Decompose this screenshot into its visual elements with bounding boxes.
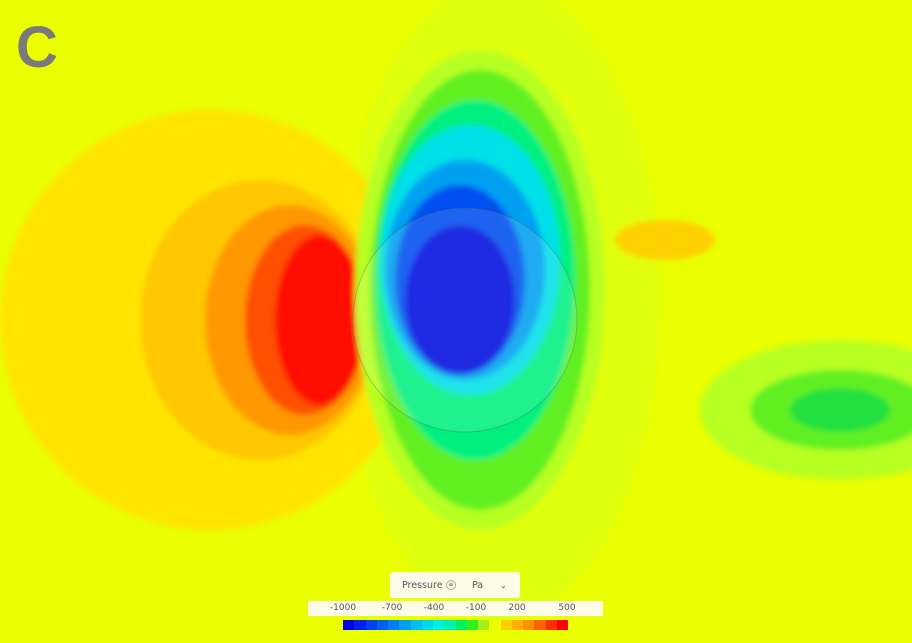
tick-label: -700: [381, 603, 403, 613]
colorbar-bin: [511, 620, 523, 630]
colorbar-bin: [410, 620, 422, 630]
info-circle-icon[interactable]: ≡: [446, 580, 456, 590]
colorbar-bin: [455, 620, 467, 630]
colorbar-bin: [354, 620, 366, 630]
chevron-down-icon[interactable]: ⌄: [500, 580, 507, 590]
colorbar-bin: [444, 620, 456, 630]
colorbar-bin: [466, 620, 478, 630]
colorbar-bin: [545, 620, 557, 630]
colorbar-bin: [433, 620, 445, 630]
unit-label: Pa: [472, 579, 484, 591]
panel-label: C: [16, 15, 58, 80]
colorbar-bin: [343, 620, 355, 630]
colorbar-bin: [376, 620, 388, 630]
colorbar-bin: [365, 620, 377, 630]
colorbar-bin: [556, 620, 568, 630]
tick-label: -400: [423, 603, 445, 613]
colorbar-bin: [489, 620, 501, 630]
quantity-label: Pressure: [402, 579, 443, 591]
tick-label: 200: [508, 603, 526, 613]
colorbar-bin: [421, 620, 433, 630]
tick-label: 500: [558, 603, 576, 613]
tick-label: -100: [465, 603, 487, 613]
unit-selector[interactable]: Pressure ≡ Pa ⌄: [390, 572, 520, 598]
colorbar-bin: [523, 620, 535, 630]
colorbar-bin: [534, 620, 546, 630]
colorbar-bin: [500, 620, 512, 630]
colorbar: [343, 620, 568, 630]
colorbar-labels: [308, 601, 603, 616]
colorbar-bin: [399, 620, 411, 630]
colorbar-bin: [388, 620, 400, 630]
tick-label: -1000: [329, 603, 357, 613]
baseball: [352, 207, 578, 433]
colorbar-bin: [478, 620, 490, 630]
